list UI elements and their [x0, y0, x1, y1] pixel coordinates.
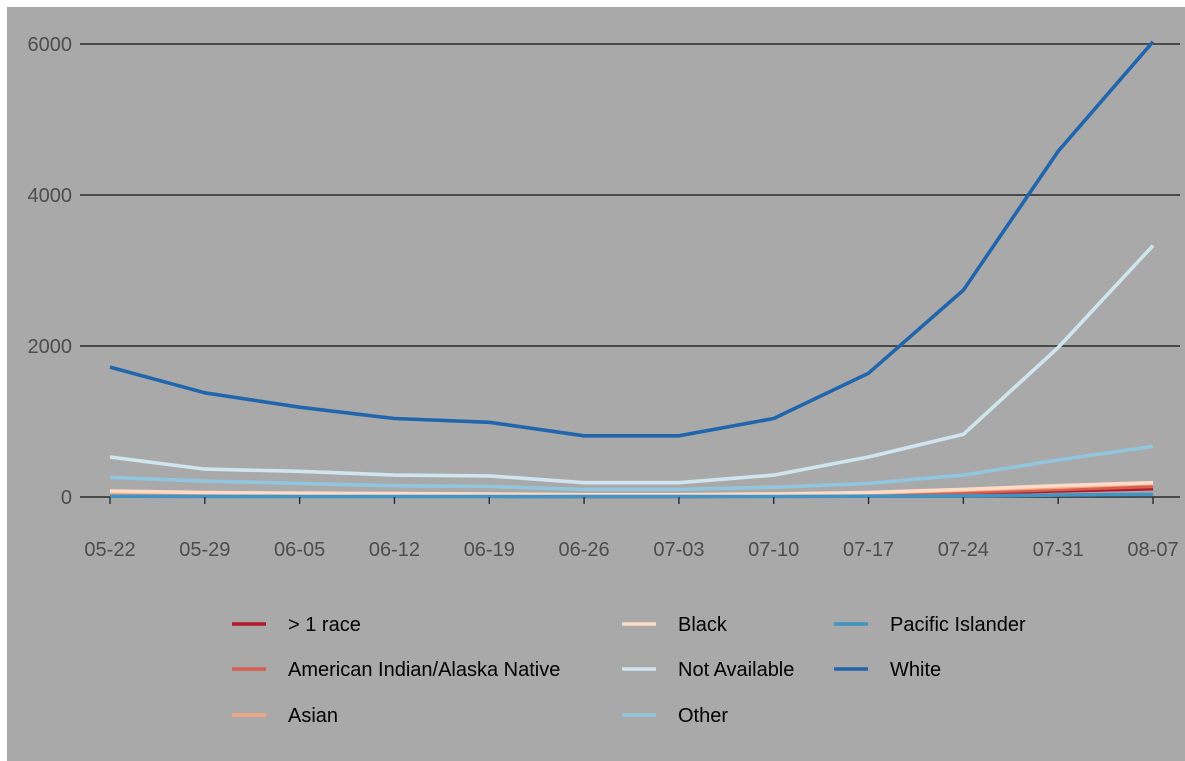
- chart-panel: 0 2000 4000 6000 05-22 05-29 06-05 06-12 06-19 06…: [7, 7, 1185, 761]
- legend-label: Not Available: [678, 659, 794, 681]
- series-line-7: [109, 40, 1155, 438]
- legend-item: Black: [622, 614, 728, 636]
- x-tick-label: 07-03: [653, 539, 704, 561]
- legend-label: Other: [678, 705, 728, 727]
- x-tick-label: 06-12: [369, 539, 420, 561]
- axes: 0 2000 4000 6000 05-22 05-29 06-05 06-12 06-19 06…: [28, 34, 1179, 561]
- legend-item: Other: [622, 705, 728, 727]
- x-tick-label: 06-19: [464, 539, 515, 561]
- y-tick-label: 6000: [28, 34, 73, 56]
- legend-item: Asian: [232, 705, 338, 727]
- grid-lines: [80, 43, 1180, 498]
- x-tick-label: 07-17: [843, 539, 894, 561]
- line-chart: 0 2000 4000 6000 05-22 05-29 06-05 06-12 06-19 06…: [28, 34, 1180, 727]
- legend-label: White: [890, 659, 941, 681]
- series-lines: [109, 40, 1155, 499]
- x-tick-label: 07-31: [1033, 539, 1084, 561]
- legend-label: Black: [678, 614, 728, 636]
- legend-item: Not Available: [622, 659, 794, 681]
- legend-item: American Indian/Alaska Native: [232, 659, 560, 681]
- legend-item: White: [834, 659, 941, 681]
- y-tick-label: 2000: [28, 336, 73, 358]
- legend-label: American Indian/Alaska Native: [288, 659, 560, 681]
- x-tick-label: 07-10: [748, 539, 799, 561]
- series-line-6: [109, 492, 1154, 499]
- series-line-5: [109, 444, 1154, 492]
- legend-item: Pacific Islander: [834, 614, 1026, 636]
- legend-label: Pacific Islander: [890, 614, 1026, 636]
- y-tick-label: 4000: [28, 185, 73, 207]
- legend-item: > 1 race: [232, 614, 361, 636]
- y-tick-label: 0: [61, 487, 72, 509]
- x-tick-label: 05-22: [84, 539, 135, 561]
- x-tick-label: 05-29: [179, 539, 230, 561]
- series-line-4: [109, 244, 1155, 485]
- legend: > 1 race American Indian/Alaska Native Asi…: [232, 614, 1026, 727]
- x-tick-label: 07-24: [938, 539, 989, 561]
- x-tick-label: 06-26: [559, 539, 610, 561]
- legend-label: Asian: [288, 705, 338, 727]
- series-line-3: [109, 480, 1154, 497]
- x-tick-label: 06-05: [274, 539, 325, 561]
- legend-label: > 1 race: [288, 614, 361, 636]
- x-tick-label: 08-07: [1127, 539, 1178, 561]
